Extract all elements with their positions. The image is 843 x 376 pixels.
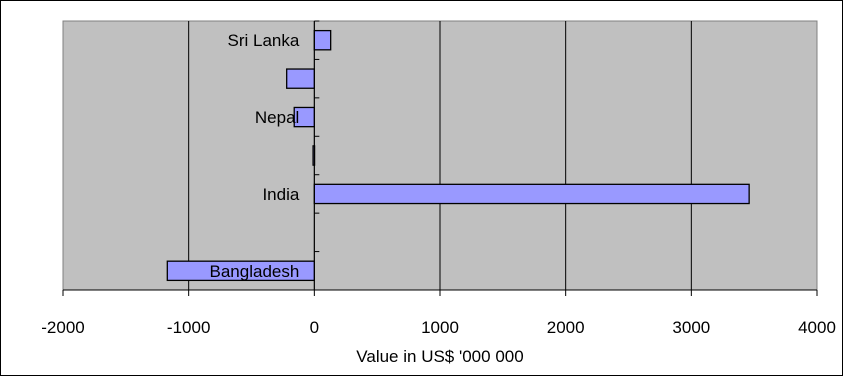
bars <box>166 29 750 282</box>
x-tick-label-1: -1000 <box>167 318 210 337</box>
category-label-2: India <box>262 185 299 204</box>
category-label-6: Sri Lanka <box>228 31 300 50</box>
category-label-0: Bangladesh <box>210 262 300 281</box>
x-tick-label-5: 3000 <box>672 318 710 337</box>
x-tick-label-3: 1000 <box>421 318 459 337</box>
x-tick-label-4: 2000 <box>547 318 585 337</box>
x-tick-label-0: -2000 <box>41 318 84 337</box>
x-tick-label-2: 0 <box>310 318 319 337</box>
bar-5 <box>286 68 315 89</box>
x-tick-label-6: 4000 <box>798 318 836 337</box>
category-labels: Bangladesh India Nepal Sri Lanka <box>210 31 300 281</box>
bar-2 <box>313 183 750 205</box>
x-tick-labels: -2000 -1000 0 1000 2000 3000 4000 <box>41 318 836 337</box>
bar-6 <box>313 29 332 51</box>
category-label-4: Nepal <box>255 108 299 127</box>
x-axis-title: Value in US$ '000 000 <box>356 347 523 366</box>
axes <box>62 20 818 296</box>
